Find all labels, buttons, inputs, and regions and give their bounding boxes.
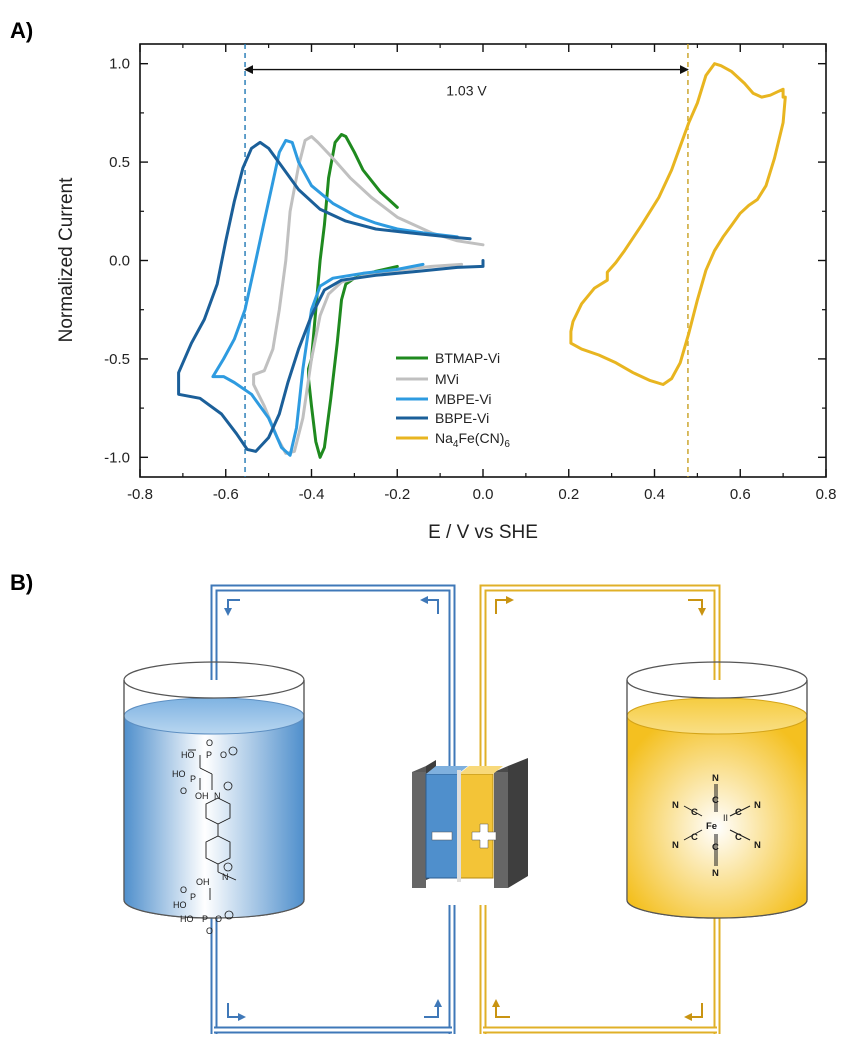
cv-series	[177, 62, 787, 459]
legend-label-na4fecn6: Na4Fe(CN)6	[435, 430, 510, 450]
x-tick-label: 0.2	[558, 486, 579, 503]
y-tick-label: -1.0	[104, 449, 130, 466]
flow-arrow-icon	[424, 1003, 439, 1018]
mol-label: C	[735, 807, 742, 818]
mol-label: P	[202, 914, 208, 924]
mol-label: HO	[180, 914, 194, 924]
panel-b-label: B)	[10, 570, 33, 595]
mol-label: N	[754, 800, 761, 811]
ferrocyanide-labels: N C Fe II C N N C N C N C N C	[672, 773, 761, 879]
series-na4fe-cn-6	[569, 62, 787, 386]
flow-cell	[412, 758, 528, 888]
panel-a-label: A)	[10, 18, 33, 43]
y-tick-label: -0.5	[104, 351, 130, 368]
mol-label: OH	[196, 877, 210, 887]
mol-label: N	[754, 840, 761, 851]
mol-label: N	[712, 868, 719, 879]
legend-label-btmap-vi: BTMAP-Vi	[435, 350, 500, 366]
y-tick-label: 0.5	[109, 154, 130, 171]
legend-label-mbpe-vi: MBPE-Vi	[435, 391, 492, 407]
mol-label: N	[222, 872, 229, 882]
mol-label: N	[672, 840, 679, 851]
mol-label: P	[190, 892, 196, 902]
mol-label: C	[691, 832, 698, 843]
ferrocyanide-molecule	[683, 784, 751, 866]
reference-lines	[244, 44, 689, 477]
mol-label: C	[712, 795, 719, 806]
mol-label: O	[206, 738, 213, 748]
mol-label: N	[672, 800, 679, 811]
mol-label: C	[735, 832, 742, 843]
mol-label: HO	[173, 900, 187, 910]
flow-arrow-icon	[495, 1003, 510, 1018]
catholyte-piping	[479, 584, 721, 1034]
mol-label: P	[206, 750, 212, 760]
membrane	[457, 770, 461, 882]
mol-label: O	[206, 926, 213, 936]
x-tick-label: -0.8	[127, 486, 153, 503]
series-mbpe-vi	[211, 138, 459, 457]
legend-label-bbpe-vi: BBPE-Vi	[435, 410, 489, 426]
x-tick-label: 0.4	[644, 486, 665, 503]
mol-label: C	[691, 807, 698, 818]
x-tick-label: 0.8	[816, 486, 837, 503]
viologen-molecule	[188, 749, 237, 900]
mol-label: N	[214, 791, 221, 801]
y-tick-label: 0.0	[109, 253, 130, 270]
x-tick-label: -0.4	[299, 486, 325, 503]
series-btmap-vi	[307, 133, 399, 459]
flow-arrow-icon	[495, 599, 510, 614]
series-bbpe-vi	[177, 140, 485, 453]
mol-label: HO	[181, 750, 195, 760]
series-mvi	[252, 135, 485, 455]
flow-arrow-icon	[424, 599, 439, 614]
flow-arrow-icon	[688, 1003, 703, 1018]
mol-label: HO	[172, 769, 186, 779]
minus-sign-icon	[431, 831, 453, 841]
mol-label: Fe	[706, 821, 717, 832]
flow-arrow-icon	[227, 1003, 242, 1018]
x-tick-label: 0.0	[473, 486, 494, 503]
axis-ticks: -0.8 -0.6 -0.4 -0.2 0.0 0.2 0.4 0.6 0.8 1.0 0.5 0.0…	[104, 44, 836, 503]
legend: BTMAP-Vi MVi MBPE-Vi BBPE-Vi Na4Fe(CN)6	[396, 350, 510, 450]
negative-electrode	[425, 773, 459, 879]
mol-label: II	[723, 813, 728, 823]
x-tick-label: -0.6	[213, 486, 239, 503]
voltage-window-label: 1.03 V	[446, 83, 487, 99]
y-tick-label: 1.0	[109, 56, 130, 73]
cv-chart: -0.8 -0.6 -0.4 -0.2 0.0 0.2 0.4 0.6 0.8 1.0 0.5 0.0…	[56, 43, 836, 543]
mol-label: P	[190, 774, 196, 784]
mol-label: C	[712, 842, 719, 853]
viologen-labels: O P HO O HO P O OH N N O OH P HO HO P O …	[172, 738, 238, 936]
mol-label: N	[712, 773, 719, 784]
plus-sign-icon	[471, 823, 497, 849]
mol-label: OH	[195, 791, 209, 801]
anolyte-piping	[210, 584, 456, 1034]
legend-label-mvi: MVi	[435, 371, 459, 387]
y-axis-title: Normalized Current	[56, 177, 77, 342]
x-tick-label: -0.2	[384, 486, 410, 503]
mol-label: O	[220, 750, 227, 760]
anolyte-tank	[123, 661, 305, 919]
mol-label: O	[215, 914, 222, 924]
x-tick-label: 0.6	[730, 486, 751, 503]
x-axis-title: E / V vs SHE	[428, 522, 538, 543]
mol-label: O	[180, 885, 187, 895]
mol-label: O	[180, 786, 187, 796]
